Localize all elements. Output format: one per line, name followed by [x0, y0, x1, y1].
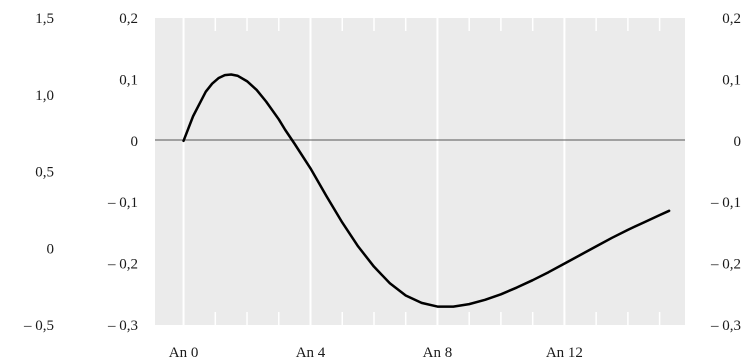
- inner-y-tick-label: – 0,2: [107, 257, 138, 273]
- right-y-axis-labels: 0,2 0,1 0 – 0,1 – 0,2 – 0,3: [710, 11, 741, 334]
- inner-y-tick-label: 0: [131, 134, 139, 150]
- axis-ticks: [182, 18, 661, 325]
- plot-background: [155, 18, 685, 325]
- right-y-tick-label: – 0,1: [710, 195, 741, 211]
- x-tick-label: An 12: [546, 345, 583, 361]
- outer-y-tick-label: – 0,5: [23, 318, 54, 334]
- x-tick-label: An 8: [423, 345, 453, 361]
- x-tick-label: An 4: [296, 345, 326, 361]
- inner-y-tick-label: – 0,3: [107, 318, 138, 334]
- inner-y-tick-label: 0,1: [119, 72, 138, 88]
- right-y-tick-label: – 0,3: [710, 318, 741, 334]
- outer-y-tick-label: 1,0: [35, 88, 54, 104]
- right-y-tick-label: 0: [734, 134, 742, 150]
- right-y-tick-label: – 0,2: [710, 257, 741, 273]
- inner-y-tick-label: – 0,1: [107, 195, 138, 211]
- inner-left-y-axis-labels: 0,2 0,1 0 – 0,1 – 0,2 – 0,3: [107, 11, 138, 334]
- outer-y-tick-label: 1,5: [35, 11, 54, 27]
- outer-y-axis-labels: 1,5 1,0 0,5 0 – 0,5: [23, 11, 54, 334]
- inner-y-tick-label: 0,2: [119, 11, 138, 27]
- x-tick-label: An 0: [169, 345, 199, 361]
- series-line: [182, 73, 671, 308]
- outer-y-tick-label: 0,5: [35, 165, 54, 181]
- outer-y-tick-label: 0: [47, 241, 55, 257]
- x-axis-labels: An 0 An 4 An 8 An 12: [169, 345, 583, 361]
- vertical-gridlines: [182, 18, 566, 325]
- right-y-tick-label: 0,1: [722, 72, 741, 88]
- right-y-tick-label: 0,2: [722, 11, 741, 27]
